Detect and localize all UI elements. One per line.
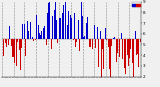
Bar (116, 39, 117, 62)
Bar (13, 39, 14, 57)
Bar (67, 25, 68, 39)
Bar (73, 39, 74, 40)
Bar (90, 39, 91, 47)
Bar (14, 39, 15, 63)
Bar (107, 39, 108, 58)
Bar (96, 34, 97, 39)
Bar (130, 39, 131, 49)
Bar (126, 39, 127, 42)
Bar (86, 23, 87, 39)
Bar (82, 16, 83, 39)
Bar (81, 0, 82, 39)
Bar (113, 38, 114, 39)
Bar (98, 39, 99, 67)
Bar (95, 39, 96, 48)
Bar (41, 31, 42, 39)
Bar (75, 39, 76, 47)
Bar (38, 25, 39, 39)
Bar (6, 39, 7, 47)
Bar (52, 16, 53, 39)
Bar (44, 26, 45, 39)
Bar (99, 23, 100, 39)
Bar (87, 17, 88, 39)
Bar (83, 37, 84, 39)
Bar (102, 39, 103, 49)
Bar (35, 39, 36, 40)
Bar (8, 39, 9, 45)
Bar (125, 39, 126, 74)
Bar (78, 20, 79, 39)
Bar (129, 39, 130, 58)
Bar (91, 27, 92, 39)
Bar (109, 39, 110, 69)
Bar (49, 0, 50, 39)
Bar (94, 25, 95, 39)
Bar (59, 18, 60, 39)
Bar (127, 39, 128, 55)
Bar (103, 39, 104, 69)
Bar (20, 39, 21, 70)
Bar (43, 28, 44, 39)
Bar (30, 22, 31, 39)
Bar (104, 23, 105, 39)
Bar (84, 36, 85, 39)
Bar (62, 13, 63, 39)
Bar (16, 39, 17, 66)
Bar (12, 39, 13, 57)
Bar (97, 27, 98, 39)
Legend: , : , (132, 2, 140, 7)
Bar (118, 33, 119, 39)
Bar (119, 39, 120, 57)
Bar (11, 39, 12, 46)
Bar (108, 39, 109, 47)
Bar (112, 39, 113, 59)
Bar (17, 39, 18, 42)
Bar (89, 39, 90, 47)
Bar (5, 39, 6, 43)
Bar (19, 39, 20, 50)
Bar (124, 39, 125, 68)
Bar (135, 31, 136, 39)
Bar (117, 39, 118, 53)
Bar (93, 39, 94, 41)
Bar (79, 39, 80, 51)
Bar (122, 39, 123, 60)
Bar (2, 39, 3, 55)
Bar (111, 39, 112, 46)
Bar (138, 39, 139, 67)
Bar (27, 21, 28, 39)
Bar (28, 31, 29, 39)
Bar (105, 28, 106, 39)
Bar (33, 39, 34, 41)
Bar (9, 26, 10, 39)
Bar (65, 0, 66, 39)
Bar (60, 18, 61, 39)
Bar (36, 15, 37, 39)
Bar (120, 39, 121, 41)
Bar (54, 11, 55, 39)
Bar (114, 37, 115, 39)
Bar (136, 39, 137, 55)
Bar (10, 39, 11, 48)
Bar (70, 15, 71, 39)
Bar (22, 24, 23, 39)
Bar (68, 11, 69, 39)
Bar (101, 39, 102, 87)
Bar (110, 39, 111, 81)
Bar (92, 39, 93, 49)
Bar (76, 39, 77, 42)
Bar (133, 39, 134, 78)
Bar (51, 39, 52, 49)
Bar (85, 0, 86, 39)
Bar (132, 39, 133, 63)
Bar (106, 39, 107, 40)
Bar (46, 39, 47, 45)
Bar (3, 39, 4, 56)
Bar (57, 39, 58, 43)
Bar (121, 33, 122, 39)
Bar (128, 39, 129, 66)
Bar (25, 39, 26, 56)
Bar (100, 31, 101, 39)
